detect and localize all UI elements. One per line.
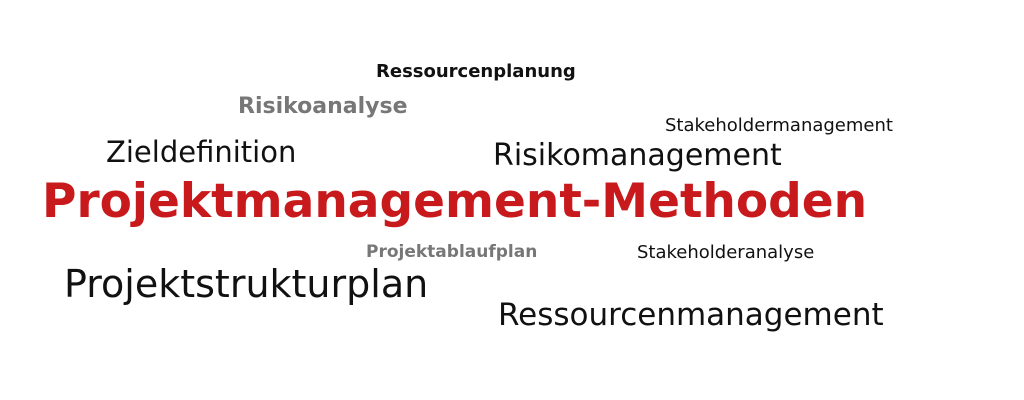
main-title: Projektmanagement-Methoden [42,174,868,229]
word-zieldefinition: Zieldefinition [106,135,297,169]
word-risikomanagement: Risikomanagement [493,138,782,173]
word-ressourcenmanagement: Ressourcenmanagement [498,297,884,333]
word-stakeholdermanagement: Stakeholdermanagement [665,115,893,136]
word-projektstrukturplan: Projektstrukturplan [64,262,429,306]
word-ressourcenplanung: Ressourcenplanung [376,61,576,82]
word-projektablaufplan: Projektablaufplan [366,242,538,262]
word-stakeholderanalyse: Stakeholderanalyse [637,242,815,263]
word-risikoanalyse: Risikoanalyse [238,94,408,119]
